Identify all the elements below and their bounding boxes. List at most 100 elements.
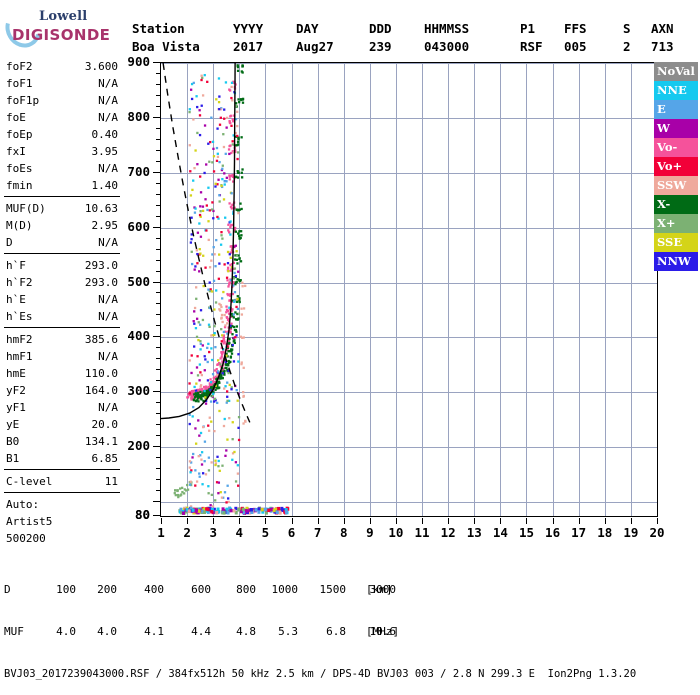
grid-line-vertical [395, 63, 397, 516]
legend-item[interactable]: NNE [654, 81, 698, 100]
legend-item[interactable]: NNW [654, 252, 698, 271]
footer-value: 800 [236, 583, 256, 596]
x-axis-tick [187, 518, 189, 524]
lowell-digisonde-logo: Lowell DIGISONDE [0, 4, 126, 54]
legend-item[interactable]: SSE [654, 233, 698, 252]
y-axis-minor-tick [156, 182, 160, 184]
y-axis-minor-tick [156, 435, 160, 437]
param-value: N/A [98, 94, 118, 107]
param-key: foEs [6, 162, 33, 175]
y-axis-tick [153, 501, 160, 502]
direction-legend[interactable]: NoVal NNE E W Vo- Vo+ SSW X- X+ SSE NNW [654, 62, 698, 271]
y-axis-minor-tick [156, 204, 160, 206]
x-axis-tick [604, 518, 606, 524]
overlay-curve [162, 63, 251, 423]
x-axis-label: 17 [571, 525, 587, 540]
ionogram-parameter-panel: foF2 3.600 foF1 N/A foF1p N/A foE N/A foEp 0.40 fx… [4, 58, 120, 547]
grid-line-vertical [552, 63, 554, 516]
param-value: N/A [98, 293, 118, 306]
param-key: yF2 [6, 384, 26, 397]
param-value: 293.0 [84, 259, 118, 272]
x-axis-tick [395, 518, 397, 524]
y-axis-tick [153, 515, 160, 516]
grid-line-vertical [474, 63, 476, 516]
x-axis-label: 16 [545, 525, 561, 540]
header-value: 2 [623, 39, 631, 54]
footer-value: 4.0 [97, 625, 117, 638]
y-axis-minor-tick [156, 237, 160, 239]
legend-item[interactable]: Vo- [654, 138, 698, 157]
grid-line-vertical [343, 63, 345, 516]
header-label: S [623, 21, 631, 36]
param-row: fmin 1.40 [4, 177, 120, 194]
y-axis-minor-tick [156, 83, 160, 85]
param-row: hmF1 N/A [4, 348, 120, 365]
param-value: 164.0 [84, 384, 118, 397]
footer-value: 200 [97, 583, 117, 596]
header-values-row: Boa Vista2017Aug27239043000RSF0052713100… [132, 38, 674, 56]
y-axis-minor-tick [156, 424, 160, 426]
legend-item[interactable]: X- [654, 195, 698, 214]
grid-line-horizontal [161, 63, 657, 64]
y-axis-minor-tick [156, 270, 160, 272]
grid-line-vertical [291, 63, 293, 516]
ionogram-plot-area[interactable] [160, 62, 658, 517]
param-row: D N/A [4, 234, 120, 251]
y-axis-tick [153, 281, 160, 283]
param-key: yF1 [6, 401, 26, 414]
y-axis-minor-tick [156, 259, 160, 261]
legend-item[interactable]: NoVal [654, 62, 698, 81]
y-axis-minor-tick [156, 94, 160, 96]
station-header-table: StationYYYYDAYDDDHHMMSSP1FFSSAXNPPSIGAPS… [132, 20, 674, 56]
x-axis-label: 14 [492, 525, 508, 540]
param-row: hmE 110.0 [4, 365, 120, 382]
y-axis-minor-tick [156, 314, 160, 316]
param-value: N/A [98, 236, 118, 249]
grid-line-vertical [526, 63, 528, 516]
y-axis-tick [153, 336, 160, 338]
header-value: RSF [520, 39, 543, 54]
footer-row-muf: MUF 4.0 4.0 4.1 4.4 4.8 5.3 6.8 10.6 [MHz] [4, 624, 698, 640]
x-axis-tick [578, 518, 580, 524]
legend-item[interactable]: W [654, 119, 698, 138]
y-axis-tick [153, 62, 160, 63]
y-axis-minor-tick [156, 413, 160, 415]
param-row: foEp 0.40 [4, 126, 120, 143]
param-key: fxI [6, 145, 26, 158]
legend-item[interactable]: E [654, 100, 698, 119]
legend-item[interactable]: SSW [654, 176, 698, 195]
x-axis-label: 18 [597, 525, 613, 540]
param-key: hmF2 [6, 333, 33, 346]
param-row: foE N/A [4, 109, 120, 126]
x-axis-tick [317, 518, 319, 524]
x-axis-label: 20 [649, 525, 665, 540]
y-axis-minor-tick [156, 358, 160, 360]
param-key: h`F2 [6, 276, 33, 289]
footer-value: 3000 [369, 583, 397, 596]
param-divider [4, 196, 120, 197]
param-key: foF1p [6, 94, 40, 107]
y-axis-label: 800 [127, 108, 150, 124]
param-key: B0 [6, 435, 20, 448]
y-axis-minor-tick [156, 193, 160, 195]
logo-lowell-text: Lowell [39, 9, 88, 24]
param-key: MUF(D) [6, 202, 46, 215]
param-key: h`Es [6, 310, 33, 323]
y-axis-label: 600 [127, 218, 150, 234]
legend-item[interactable]: Vo+ [654, 157, 698, 176]
x-axis-label: 9 [366, 525, 374, 540]
param-row: h`E N/A [4, 291, 120, 308]
footer-value: 1500 [319, 583, 347, 596]
y-axis-tick [153, 226, 160, 228]
header-value: 239 [369, 39, 392, 54]
header-label: P1 [520, 21, 536, 36]
y-axis-label: 900 [127, 54, 150, 69]
footer-row-name: D [4, 583, 11, 596]
footer-unit: [km] [366, 583, 393, 596]
y-axis-minor-tick [156, 490, 160, 492]
legend-item[interactable]: X+ [654, 214, 698, 233]
param-value: 6.85 [91, 452, 119, 465]
param-key: h`E [6, 293, 26, 306]
grid-line-vertical [265, 63, 267, 516]
param-value: N/A [98, 162, 118, 175]
